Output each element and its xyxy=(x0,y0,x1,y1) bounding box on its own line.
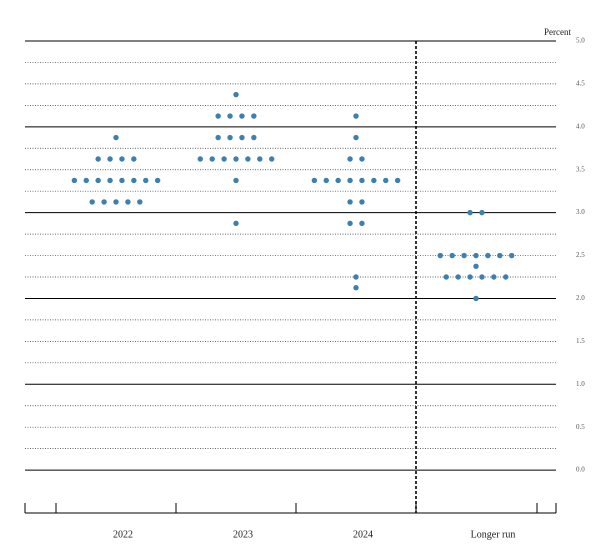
dot xyxy=(437,252,443,259)
dot xyxy=(467,209,473,216)
dot xyxy=(347,177,353,184)
y-tick-label: 0.5 xyxy=(576,423,585,431)
dot xyxy=(503,274,509,280)
dot xyxy=(71,177,78,184)
dot xyxy=(227,134,233,141)
dot xyxy=(125,199,131,205)
dot xyxy=(131,156,137,162)
dot xyxy=(359,220,365,227)
dot xyxy=(359,177,365,184)
dot xyxy=(83,177,89,184)
dot xyxy=(323,177,329,184)
dot xyxy=(143,177,149,184)
y-tick-label: 3.5 xyxy=(576,165,585,173)
dot xyxy=(311,177,318,184)
dot xyxy=(233,220,239,227)
dot xyxy=(353,134,359,141)
dot xyxy=(215,134,221,141)
dot xyxy=(461,252,467,259)
dot xyxy=(479,274,485,280)
dot xyxy=(233,177,239,184)
y-tick-label: 4.0 xyxy=(576,122,585,130)
y-tick-label: 2.0 xyxy=(576,294,585,302)
dot xyxy=(455,274,461,280)
dot xyxy=(371,177,377,184)
dot xyxy=(119,156,125,162)
dot xyxy=(251,134,257,141)
x-tick-label: 2022 xyxy=(113,529,133,540)
dot xyxy=(353,113,359,119)
dot xyxy=(227,113,233,119)
dot xyxy=(239,113,245,119)
dot xyxy=(359,199,365,205)
dot xyxy=(221,156,227,162)
dot xyxy=(251,113,257,119)
dot xyxy=(245,156,251,162)
dot xyxy=(359,156,365,162)
dot xyxy=(107,156,113,162)
dot xyxy=(197,156,203,162)
dot xyxy=(137,199,143,205)
dot xyxy=(107,177,113,184)
y-tick-label: 1.5 xyxy=(576,337,585,345)
dot xyxy=(394,177,401,184)
x-tick-label: 2023 xyxy=(233,529,253,540)
dot xyxy=(347,220,353,227)
dot xyxy=(347,199,353,205)
dot xyxy=(473,252,479,259)
dot xyxy=(497,252,503,259)
dot xyxy=(509,252,515,259)
dot xyxy=(257,156,263,162)
dot xyxy=(131,177,137,184)
dot xyxy=(383,177,389,184)
dot xyxy=(209,156,215,162)
dot xyxy=(95,156,101,162)
dot xyxy=(353,274,359,280)
dot xyxy=(269,156,275,162)
dot xyxy=(154,177,161,184)
dot xyxy=(449,252,455,259)
y-tick-label: 5.0 xyxy=(576,37,585,45)
dot xyxy=(479,209,485,216)
dot xyxy=(239,134,245,141)
y-tick-label: 3.0 xyxy=(576,208,585,216)
dot xyxy=(89,199,95,205)
dot xyxy=(491,274,497,280)
y-axis-label: Percent xyxy=(544,27,571,37)
y-tick-label: 4.5 xyxy=(576,80,585,88)
x-tick-label: Longer run xyxy=(471,529,516,540)
dot xyxy=(467,274,473,280)
dot xyxy=(113,134,119,141)
dot xyxy=(485,252,491,259)
dot xyxy=(119,177,125,184)
dot xyxy=(353,285,359,291)
dot xyxy=(101,199,107,205)
dot xyxy=(215,113,221,119)
dot xyxy=(443,274,449,280)
dot xyxy=(335,177,341,184)
dot xyxy=(347,156,353,162)
x-tick-label: 2024 xyxy=(353,529,373,540)
dot xyxy=(473,263,479,269)
y-tick-label: 1.0 xyxy=(576,380,585,388)
y-tick-label: 2.5 xyxy=(576,251,585,259)
dot xyxy=(233,156,239,162)
dot xyxy=(473,295,479,302)
dot xyxy=(233,91,239,98)
y-tick-label: 0.0 xyxy=(576,466,585,474)
dot xyxy=(113,199,119,205)
dot xyxy=(95,177,101,184)
